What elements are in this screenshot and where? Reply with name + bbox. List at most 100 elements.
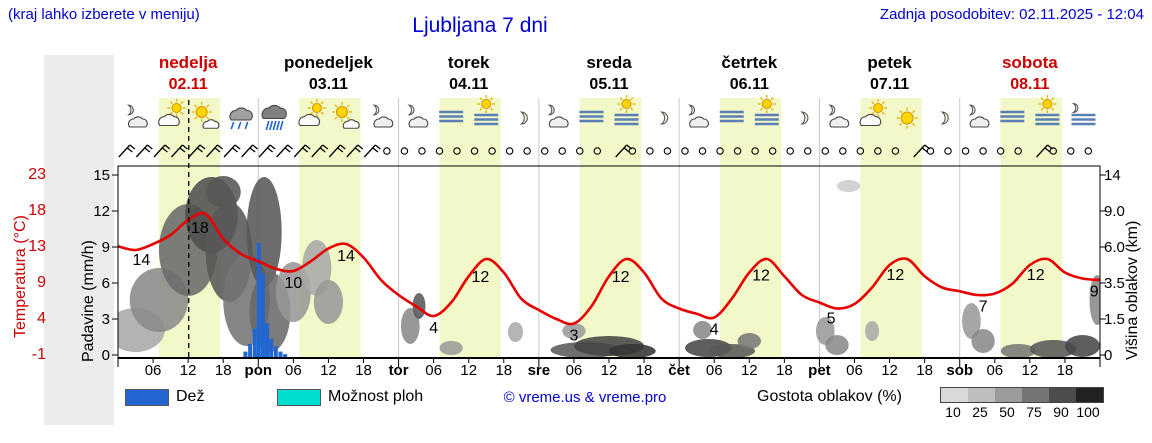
density-tick-75: 75: [1026, 404, 1042, 420]
day-date: 03.11: [308, 76, 348, 93]
daylight-bands: [158, 98, 1063, 358]
day-name: petek: [867, 53, 912, 72]
day-name: nedelja: [158, 53, 218, 72]
day-header-ponedeljek: ponedeljek 03.11: [284, 53, 373, 94]
x-hour-label: 12: [460, 362, 478, 379]
x-hour-label: 06: [846, 362, 863, 379]
weather-icon-fog: [1000, 110, 1025, 123]
weather-icon-cloud-sun: [859, 99, 888, 127]
svg-text:10: 10: [284, 275, 302, 292]
cloud-density-scale-bar: [940, 387, 1104, 403]
plot-frame: [112, 165, 1106, 367]
day-header-nedelja: nedelja 02.11: [159, 53, 218, 94]
density-tick-100: 100: [1076, 404, 1100, 420]
temp-tick-4: 4: [37, 310, 46, 327]
x-hour-label: 18: [916, 362, 933, 379]
day-header-torek: torek 04.11: [448, 53, 490, 94]
x-hour-label: 12: [881, 362, 898, 379]
x-hour-label: 18: [355, 362, 372, 379]
cloud-tick-9.0: 9.0: [1104, 203, 1125, 220]
wind-symbols: [118, 144, 1093, 158]
x-day-abbrev-pon: pon: [244, 362, 273, 379]
day-name: ponedeljek: [284, 53, 373, 72]
svg-text:12: 12: [887, 267, 905, 284]
shower-legend-swatch: [277, 389, 321, 406]
svg-text:12: 12: [752, 268, 770, 285]
x-day-abbrev-tor: tor: [388, 362, 409, 379]
day-date: 08.11: [1010, 76, 1050, 93]
day-name: sobota: [1001, 53, 1058, 72]
weather-icon-fog-sun: [754, 95, 779, 126]
density-segment-50: [995, 388, 1022, 402]
precip-tick-3: 3: [101, 311, 110, 328]
weather-icon-moon: [659, 111, 669, 125]
svg-text:4: 4: [710, 322, 719, 339]
day-header-petek: petek 07.11: [867, 53, 911, 94]
x-hour-label: 06: [144, 362, 162, 379]
precip-tick-0: 0: [101, 347, 110, 364]
weather-icon-moon-cloud: [688, 104, 709, 128]
x-hour-label: 06: [565, 362, 583, 379]
weather-icon-sun-cloud: [331, 102, 360, 129]
rain-legend-swatch: [125, 389, 169, 406]
svg-text:4: 4: [429, 320, 438, 337]
credit-link[interactable]: © vreme.us & vreme.pro: [503, 389, 667, 406]
density-segment-75: [1022, 388, 1049, 402]
svg-text:12: 12: [472, 269, 490, 286]
day-name: sreda: [586, 53, 632, 72]
temp-tick-18: 18: [28, 202, 46, 219]
x-day-abbrev-pet: pet: [808, 362, 831, 379]
density-segment-90: [1049, 388, 1076, 402]
temp-tick-23: 23: [28, 166, 46, 183]
page-title: Ljubljana 7 dni: [412, 14, 548, 37]
x-hour-label: 12: [600, 362, 618, 379]
day-date: 04.11: [449, 76, 489, 93]
weather-icon-sun-cloud: [191, 102, 220, 129]
weather-icon-sun: [896, 107, 918, 129]
cloud-tick-6.0: 6.0: [1104, 239, 1125, 256]
day-date: 02.11: [168, 76, 208, 93]
weather-icon-moon-cloud: [547, 104, 569, 128]
x-hour-label: 12: [179, 362, 197, 379]
precip-tick-6: 6: [101, 275, 110, 292]
weather-icon-cloud-sun: [158, 99, 186, 127]
svg-text:5: 5: [827, 311, 836, 328]
weather-icon-moon-cloud: [372, 104, 394, 128]
x-hour-label: 18: [776, 362, 793, 379]
precip-tick-15: 15: [93, 167, 110, 184]
weather-icon-moon-cloud: [126, 104, 148, 128]
last-update-label: Zadnja posodobitev: 02.11.2025 - 12:04: [879, 6, 1144, 23]
menu-hint: (kraj lahko izberete v meniju): [8, 6, 200, 23]
precip-tick-12: 12: [93, 203, 110, 220]
temp-tick-9: 9: [37, 274, 46, 291]
cloud-tick-1.5: 1.5: [1104, 311, 1125, 328]
x-hour-label: 12: [1021, 362, 1039, 379]
cloud-tick-14: 14: [1104, 167, 1121, 184]
temperature-point-labels: 14 18 10 14 4 12 3 12 4 12 5 12 7 12 9: [132, 220, 1098, 345]
density-tick-10: 10: [945, 404, 961, 420]
weather-icon-cloud-sun: [298, 99, 326, 127]
weather-icon-moon-cloud: [828, 104, 850, 128]
weather-icon-moon-cloud: [407, 104, 429, 128]
weather-icon-moon: [940, 111, 949, 125]
weather-icon-fog: [719, 110, 744, 123]
x-hour-label: 06: [986, 362, 1004, 379]
cloud-tick-0: 0: [1104, 347, 1113, 364]
svg-text:14: 14: [337, 248, 355, 265]
svg-text:12: 12: [1027, 267, 1045, 284]
day-date: 05.11: [589, 76, 629, 93]
temp-tick--1: -1: [31, 346, 46, 363]
svg-text:12: 12: [612, 269, 630, 286]
day-name: torek: [447, 53, 490, 72]
left-axis-strip: [44, 55, 114, 425]
cloud-tick-3.5: 3.5: [1104, 275, 1125, 292]
density-segment-25: [968, 388, 995, 402]
x-hour-label: 06: [425, 362, 442, 379]
rain-bars: [243, 242, 288, 358]
day-date: 06.11: [729, 76, 769, 93]
svg-text:9: 9: [1090, 284, 1099, 301]
weather-icon-fog: [439, 110, 464, 123]
svg-text:7: 7: [979, 299, 988, 316]
x-hour-label: 18: [1056, 362, 1074, 379]
